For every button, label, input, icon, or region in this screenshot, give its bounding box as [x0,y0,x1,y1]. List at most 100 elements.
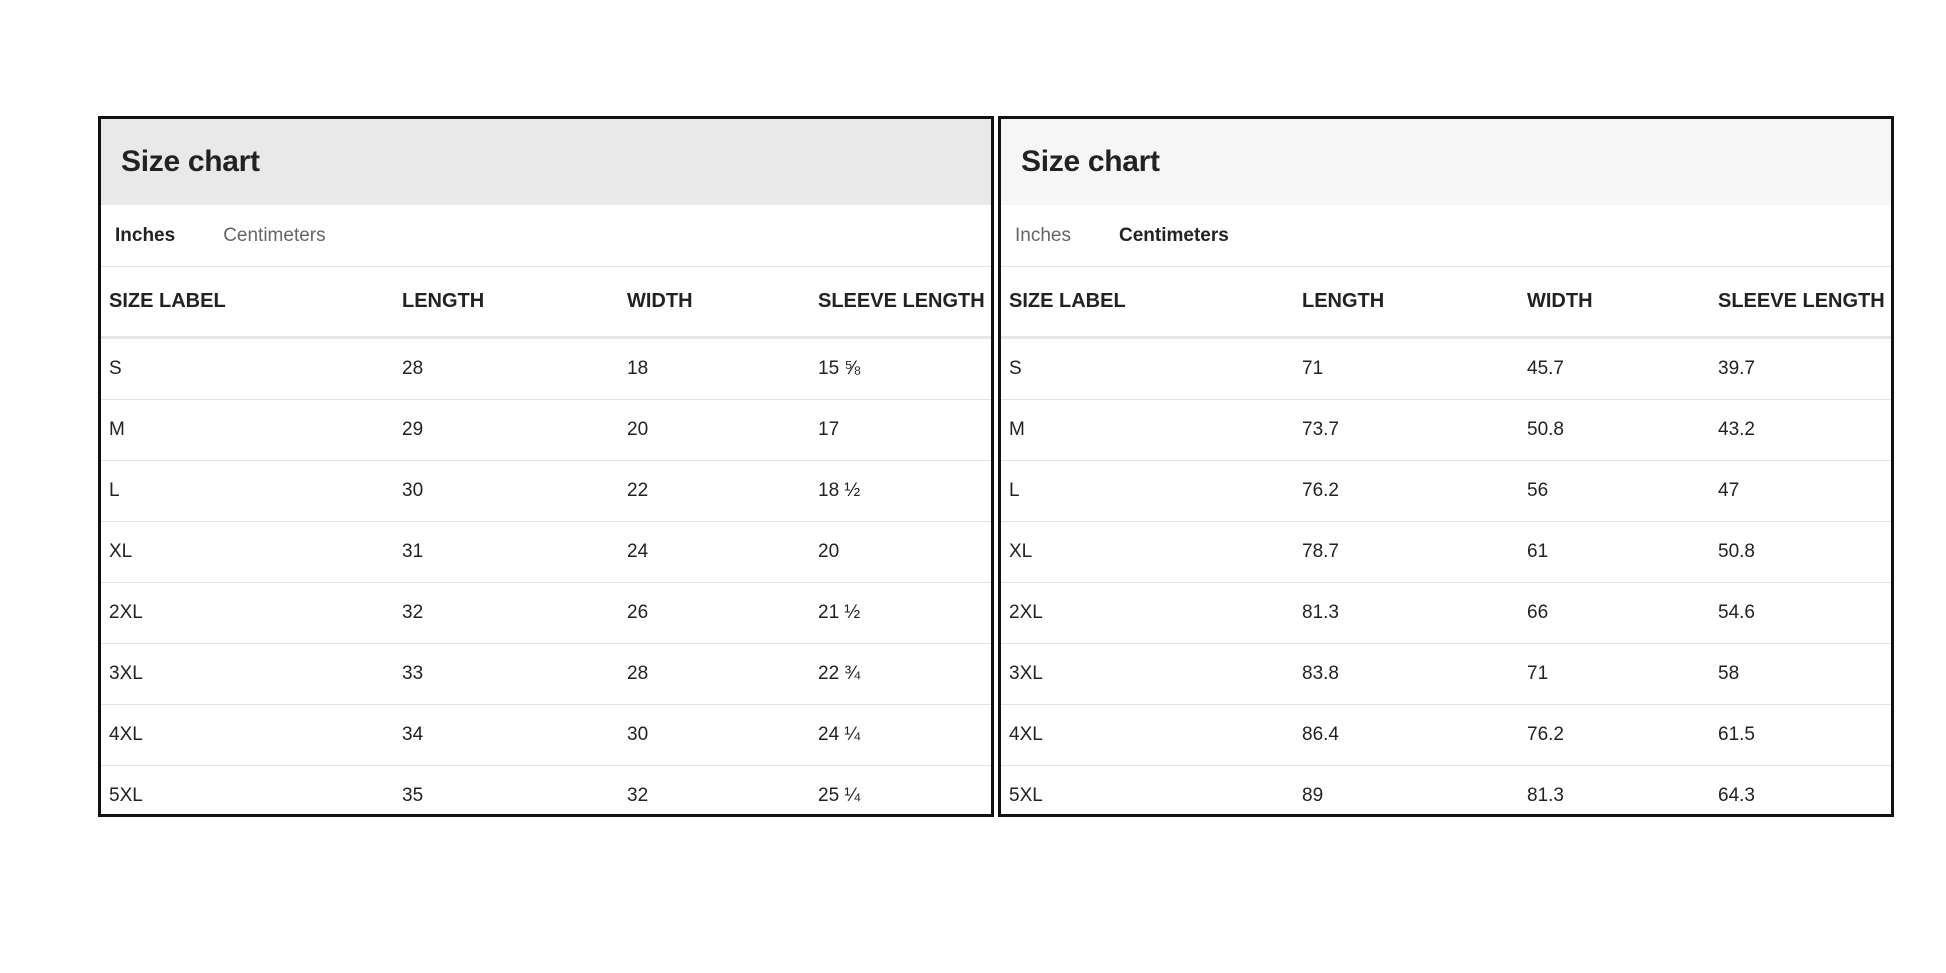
table-cell: 4XL [1001,704,1294,766]
table-cell: 2XL [1001,582,1294,644]
table-header-row: SIZE LABEL LENGTH WIDTH SLEEVE LENGTH [101,267,991,339]
table-cell: 28 [619,643,810,705]
column-header: LENGTH [1294,267,1519,339]
table-cell: 30 [394,460,619,522]
table-cell: 20 [810,521,991,583]
column-header: SIZE LABEL [101,267,394,339]
table-cell: 47 [1710,460,1891,522]
table-row: L 76.2 56 47 [1001,460,1891,522]
table-cell: 50.8 [1710,521,1891,583]
column-header: WIDTH [1519,267,1710,339]
table-cell: 22 ¾ [810,643,991,705]
table-cell: M [1001,399,1294,461]
table-cell: 73.7 [1294,399,1519,461]
table-cell: 28 [394,337,619,400]
table-cell: 24 ¼ [810,704,991,766]
column-header: SLEEVE LENGTH [1710,267,1891,339]
table-row: M 73.7 50.8 43.2 [1001,399,1891,461]
table-cell: 5XL [1009,785,1043,806]
table-cell: 17 [810,399,991,461]
table-row: 4XL 34 30 24 ¼ [101,704,991,766]
table-cell: 64.3 [1718,785,1755,806]
table-cell: 45.7 [1519,337,1710,400]
table-row: S 28 18 15 ⅝ [101,337,991,400]
table-cell: 54.6 [1710,582,1891,644]
table-cell: XL [1001,521,1294,583]
table-cell: 5XL [109,785,143,806]
table-row: M 29 20 17 [101,399,991,461]
column-header: SIZE LABEL [1001,267,1294,339]
table-cell: 3XL [101,643,394,705]
unit-tabs: Inches Centimeters [101,205,991,267]
size-chart-inches-panel: Size chart Inches Centimeters SIZE LABEL LEN… [98,116,994,817]
column-header: SLEEVE LENGTH [810,267,991,339]
size-table: SIZE LABEL LENGTH WIDTH SLEEVE LENGTH S 28 18 1… [101,267,991,815]
table-cell: 21 ½ [810,582,991,644]
table-cell: 18 ½ [810,460,991,522]
table-row: 2XL 32 26 21 ½ [101,582,991,644]
tab-centimeters[interactable]: Centimeters [223,224,326,246]
table-cell: 2XL [101,582,394,644]
table-cell: 78.7 [1294,521,1519,583]
table-row: 3XL 33 28 22 ¾ [101,643,991,705]
table-cell: 83.8 [1294,643,1519,705]
table-cell: 61 [1519,521,1710,583]
table-cell: 56 [1519,460,1710,522]
table-cell: 89 [1302,785,1324,806]
table-row: XL 31 24 20 [101,521,991,583]
table-cell: 35 [402,785,424,806]
column-header: WIDTH [619,267,810,339]
table-cell: 76.2 [1294,460,1519,522]
table-cell: 58 [1710,643,1891,705]
table-cell: L [101,460,394,522]
table-cell: 76.2 [1519,704,1710,766]
table-cell: S [101,337,394,400]
table-row: XL 78.7 61 50.8 [1001,521,1891,583]
table-row: S 71 45.7 39.7 [1001,337,1891,400]
table-cell: 30 [619,704,810,766]
tab-inches[interactable]: Inches [1015,224,1071,246]
table-cell: 43.2 [1710,399,1891,461]
table-cell: 20 [619,399,810,461]
table-cell: 71 [1519,643,1710,705]
table-cell: M [101,399,394,461]
column-header: LENGTH [394,267,619,339]
table-cell: 22 [619,460,810,522]
table-cell: 4XL [101,704,394,766]
table-header-row: SIZE LABEL LENGTH WIDTH SLEEVE LENGTH [1001,267,1891,339]
table-row: 2XL 81.3 66 54.6 [1001,582,1891,644]
unit-tabs: Inches Centimeters [1001,205,1891,267]
table-cell: 26 [619,582,810,644]
table-cell: 29 [394,399,619,461]
tab-centimeters[interactable]: Centimeters [1118,224,1229,246]
table-cell: 81.3 [1527,785,1564,806]
table-cell: L [1001,460,1294,522]
table-row: 3XL 83.8 71 58 [1001,643,1891,705]
table-row: 5XL 89 81.3 64.3 [1001,766,1891,815]
size-chart-centimeters-panel: Size chart Inches Centimeters SIZE LABEL LEN… [998,116,1894,817]
size-table: SIZE LABEL LENGTH WIDTH SLEEVE LENGTH S 71 45.… [1001,267,1891,815]
table-cell: 50.8 [1519,399,1710,461]
table-cell: 31 [394,521,619,583]
table-row: 5XL 35 32 25 ¼ [101,766,991,815]
table-cell: 81.3 [1294,582,1519,644]
table-cell: 39.7 [1710,337,1891,400]
table-cell: 32 [627,785,649,806]
table-cell: 33 [394,643,619,705]
table-cell: S [1001,337,1294,400]
table-cell: 15 ⅝ [810,337,991,400]
tab-inches[interactable]: Inches [115,224,176,246]
table-cell: 34 [394,704,619,766]
table-cell: 18 [619,337,810,400]
table-cell: 71 [1294,337,1519,400]
table-row: L 30 22 18 ½ [101,460,991,522]
table-cell: 66 [1519,582,1710,644]
size-chart-title: Size chart [101,119,991,205]
table-cell: 86.4 [1294,704,1519,766]
table-cell: 24 [619,521,810,583]
table-cell: 3XL [1001,643,1294,705]
table-cell: 32 [394,582,619,644]
table-cell: 25 ¼ [818,785,861,806]
table-cell: XL [101,521,394,583]
size-chart-title: Size chart [1001,119,1891,205]
